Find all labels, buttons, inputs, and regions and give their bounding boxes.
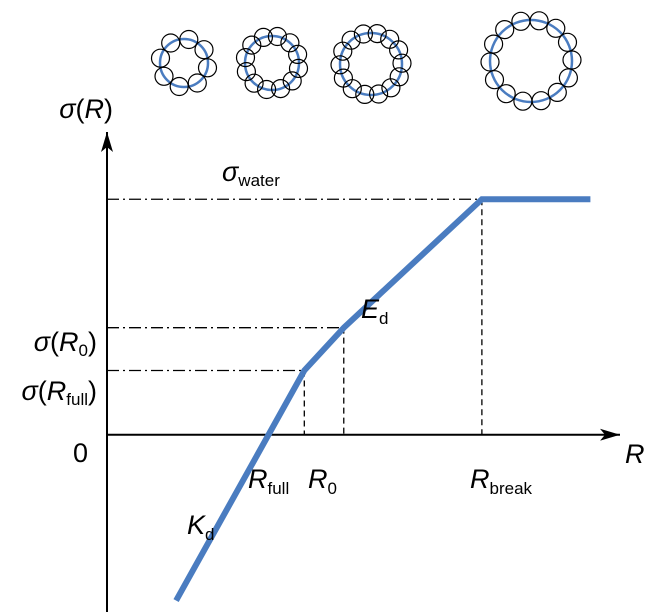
annotation-ed: Ed <box>361 294 388 328</box>
droplet-bead <box>369 84 389 104</box>
droplet-bead <box>187 73 207 93</box>
x-tick-rfull-sub: full <box>268 479 290 498</box>
droplet-illustrations <box>150 11 582 111</box>
droplet-bead <box>194 40 214 60</box>
x-tick-rfull-var: R <box>248 464 268 494</box>
droplet-bead <box>558 68 579 88</box>
x-tick-r0-var: R <box>308 464 328 494</box>
annotation-kd: Kd <box>187 510 214 544</box>
droplet-membrane <box>158 37 210 89</box>
droplet-bead <box>169 76 189 97</box>
droplet-bead <box>236 61 256 82</box>
y-tick-sigma-rfull-open: ( <box>38 376 47 406</box>
guide-lines <box>107 198 483 435</box>
droplet-bead <box>288 44 308 65</box>
y-tick-sigma-rfull-close: ) <box>88 376 97 406</box>
x-tick-rbreak-sub: break <box>490 479 533 498</box>
x-tick-rbreak: Rbreak <box>470 464 533 498</box>
y-axis-title-close: ) <box>104 94 113 124</box>
y-tick-sigma-water-sub: water <box>237 171 280 190</box>
droplet-bead <box>392 53 412 73</box>
y-axis-title-open: ( <box>76 94 85 124</box>
annotation-ed-sub: d <box>379 309 388 328</box>
droplet-bead <box>341 30 361 50</box>
droplet-bead <box>484 34 504 54</box>
droplet-bead <box>235 47 256 68</box>
y-tick-sigma-r0-var: R <box>59 327 79 357</box>
y-tick-sigma-r0-main: σ <box>34 327 52 357</box>
y-tick-sigma-r0-sub: 0 <box>79 341 88 360</box>
x-tick-rbreak-var: R <box>470 464 490 494</box>
droplet-bead <box>154 66 174 86</box>
y-tick-zero: 0 <box>73 438 88 468</box>
droplet-bead <box>546 18 566 38</box>
droplet-bead <box>257 79 277 100</box>
tension-curve <box>173 196 591 603</box>
x-tick-r0-sub: 0 <box>328 479 337 498</box>
droplet-bead <box>282 71 302 91</box>
droplet-bead <box>381 78 401 98</box>
droplet-bead <box>557 32 578 52</box>
droplet-4 <box>480 11 582 111</box>
droplet-bead <box>330 55 350 75</box>
droplet-1 <box>150 29 218 97</box>
droplet-bead <box>150 48 171 68</box>
y-axis-title: σ(R) <box>59 94 113 124</box>
droplet-bead <box>267 26 287 47</box>
droplet-bead <box>484 70 505 90</box>
x-tick-rfull: Rfull <box>248 464 289 498</box>
y-tick-sigma-r0: σ(R0) <box>34 327 97 360</box>
y-tick-sigma-r0-close: ) <box>88 327 97 357</box>
y-tick-sigma-rfull: σ(Rfull) <box>21 376 97 409</box>
droplet-bead <box>253 27 273 48</box>
droplet-bead <box>562 50 582 70</box>
droplet-bead <box>353 24 373 44</box>
x-axis-title: R <box>625 439 645 469</box>
droplet-bead <box>367 23 387 44</box>
droplet-bead <box>496 84 516 104</box>
droplet-membrane <box>338 31 404 97</box>
droplet-2 <box>235 26 309 100</box>
droplet-bead <box>288 58 309 79</box>
droplet-bead <box>244 73 264 93</box>
droplet-bead <box>511 11 531 31</box>
y-tick-sigma-rfull-main: σ <box>21 376 39 406</box>
droplet-bead <box>197 58 218 78</box>
y-axis-title-var: R <box>85 94 105 124</box>
droplet-bead <box>280 33 300 53</box>
x-tick-r0: R0 <box>308 464 337 498</box>
droplet-bead <box>242 35 262 55</box>
droplet-bead <box>271 78 291 99</box>
droplet-bead <box>480 52 500 72</box>
droplet-bead <box>179 29 199 50</box>
y-axis-title-prefix: σ <box>59 94 77 124</box>
y-tick-sigma-water: σwater <box>222 157 280 190</box>
y-tick-sigma-water-main: σ <box>222 157 240 187</box>
droplet-bead <box>355 84 375 105</box>
annotation-kd-sub: d <box>205 525 214 544</box>
droplet-bead <box>513 91 533 111</box>
droplet-bead <box>161 33 181 53</box>
droplet-membrane <box>488 18 574 104</box>
annotation-ed-var: E <box>361 294 380 324</box>
y-tick-sigma-rfull-sub: full <box>66 390 88 409</box>
annotation-kd-var: K <box>187 510 206 540</box>
droplet-bead <box>495 20 515 40</box>
droplet-3 <box>330 23 412 105</box>
y-tick-sigma-rfull-var: R <box>47 376 67 406</box>
droplet-bead <box>547 82 567 103</box>
y-tick-sigma-r0-open: ( <box>50 327 59 357</box>
droplet-bead <box>389 40 409 60</box>
droplet-bead <box>333 68 353 88</box>
